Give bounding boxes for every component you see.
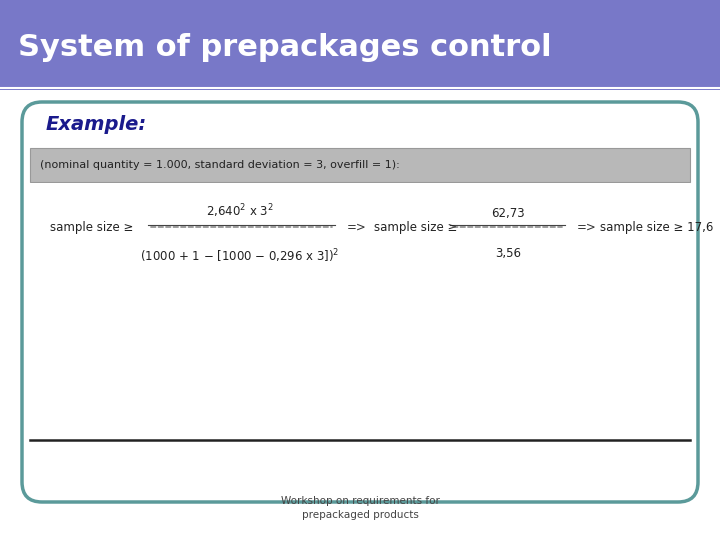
Text: Example:: Example: (46, 116, 147, 134)
Text: 2,640$^2$ x 3$^2$: 2,640$^2$ x 3$^2$ (206, 202, 274, 220)
Bar (0, 0, 720, 90)
Text: sample size ≥: sample size ≥ (50, 220, 133, 233)
Bar (30, 148, 690, 182)
Text: sample size ≥: sample size ≥ (374, 220, 457, 233)
Text: (nominal quantity = 1.000, standard deviation = 3, overfill = 1):: (nominal quantity = 1.000, standard devi… (40, 160, 400, 170)
Text: 62,73: 62,73 (491, 207, 525, 220)
Text: (1000 + 1 $-$ [1000 $-$ 0,296 x 3])$^2$: (1000 + 1 $-$ [1000 $-$ 0,296 x 3])$^2$ (140, 247, 340, 265)
Text: sample size ≥ 17,6: sample size ≥ 17,6 (600, 220, 714, 233)
Bar (0, 90, 720, 540)
Text: System of prepackages control: System of prepackages control (18, 33, 552, 63)
Text: =>: => (577, 220, 597, 233)
Text: 3,56: 3,56 (495, 247, 521, 260)
Text: Workshop on requirements for
prepackaged products: Workshop on requirements for prepackaged… (281, 496, 439, 520)
Bar (30, 183, 690, 465)
Text: =>: => (347, 220, 366, 233)
FancyBboxPatch shape (22, 102, 698, 502)
